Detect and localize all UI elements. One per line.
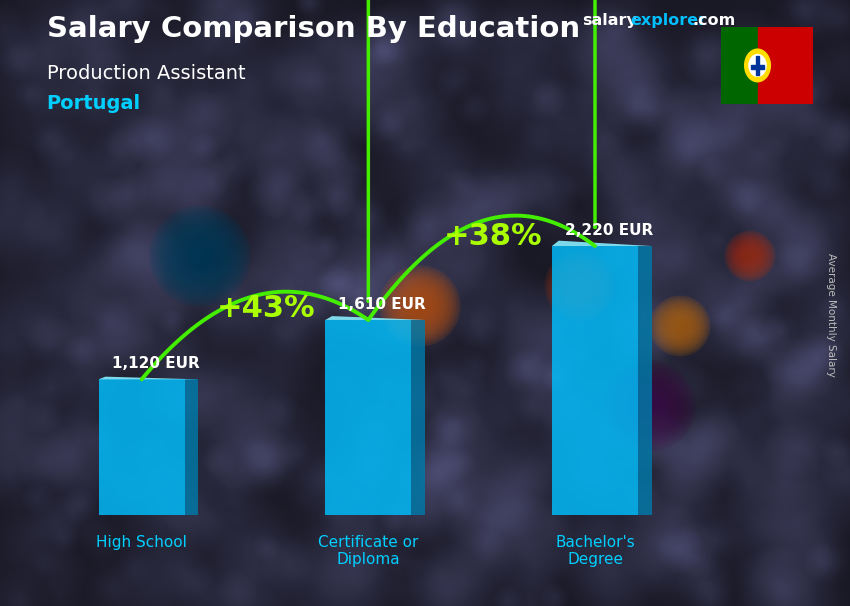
- Polygon shape: [411, 320, 425, 515]
- Circle shape: [160, 216, 240, 296]
- Circle shape: [650, 296, 710, 356]
- Circle shape: [605, 361, 695, 451]
- Circle shape: [609, 365, 690, 447]
- Bar: [756, 56, 759, 75]
- Circle shape: [382, 268, 458, 344]
- Text: salary: salary: [582, 13, 638, 28]
- Circle shape: [653, 299, 707, 353]
- Circle shape: [392, 278, 448, 334]
- Circle shape: [654, 301, 706, 351]
- Circle shape: [616, 372, 683, 440]
- Circle shape: [545, 251, 615, 321]
- Polygon shape: [552, 246, 638, 515]
- Circle shape: [725, 231, 775, 281]
- Circle shape: [162, 219, 237, 293]
- Text: 1,120 EUR: 1,120 EUR: [111, 356, 199, 371]
- Circle shape: [749, 55, 766, 76]
- Circle shape: [548, 255, 611, 318]
- Polygon shape: [326, 316, 425, 320]
- Circle shape: [745, 49, 770, 82]
- Text: 2,220 EUR: 2,220 EUR: [565, 223, 653, 238]
- Text: Production Assistant: Production Assistant: [47, 64, 246, 82]
- Polygon shape: [184, 379, 198, 515]
- Circle shape: [157, 213, 242, 299]
- Circle shape: [726, 232, 774, 280]
- Polygon shape: [99, 377, 198, 379]
- Bar: [757, 27, 813, 104]
- Polygon shape: [99, 379, 184, 515]
- Circle shape: [175, 231, 225, 281]
- Text: +38%: +38%: [444, 222, 542, 250]
- Circle shape: [386, 272, 454, 340]
- Bar: [751, 65, 763, 68]
- Circle shape: [728, 233, 773, 279]
- Circle shape: [658, 304, 702, 348]
- Bar: [721, 27, 757, 104]
- Circle shape: [612, 368, 689, 444]
- Text: Portugal: Portugal: [47, 94, 141, 113]
- Circle shape: [384, 270, 456, 342]
- Circle shape: [170, 226, 230, 286]
- Circle shape: [619, 375, 682, 438]
- Circle shape: [388, 274, 452, 338]
- Circle shape: [550, 256, 609, 316]
- Circle shape: [178, 233, 223, 279]
- Polygon shape: [638, 246, 652, 515]
- Polygon shape: [552, 241, 652, 246]
- Circle shape: [614, 370, 686, 442]
- Text: +43%: +43%: [217, 294, 315, 323]
- Text: Average Monthly Salary: Average Monthly Salary: [826, 253, 836, 377]
- Text: 1,610 EUR: 1,610 EUR: [338, 297, 426, 312]
- Circle shape: [656, 302, 704, 350]
- Circle shape: [380, 266, 460, 346]
- Circle shape: [152, 208, 247, 304]
- Text: Salary Comparison By Education: Salary Comparison By Education: [47, 15, 580, 43]
- Circle shape: [728, 235, 771, 278]
- Text: explorer: explorer: [631, 13, 707, 28]
- Circle shape: [620, 377, 679, 435]
- Circle shape: [155, 211, 245, 301]
- Circle shape: [165, 221, 235, 291]
- Circle shape: [390, 276, 450, 336]
- Circle shape: [547, 253, 613, 319]
- Circle shape: [394, 280, 446, 332]
- Text: .com: .com: [692, 13, 735, 28]
- Circle shape: [150, 206, 250, 306]
- Circle shape: [607, 363, 693, 449]
- Circle shape: [167, 224, 233, 288]
- Polygon shape: [326, 320, 411, 515]
- Circle shape: [173, 228, 228, 284]
- Circle shape: [651, 298, 709, 355]
